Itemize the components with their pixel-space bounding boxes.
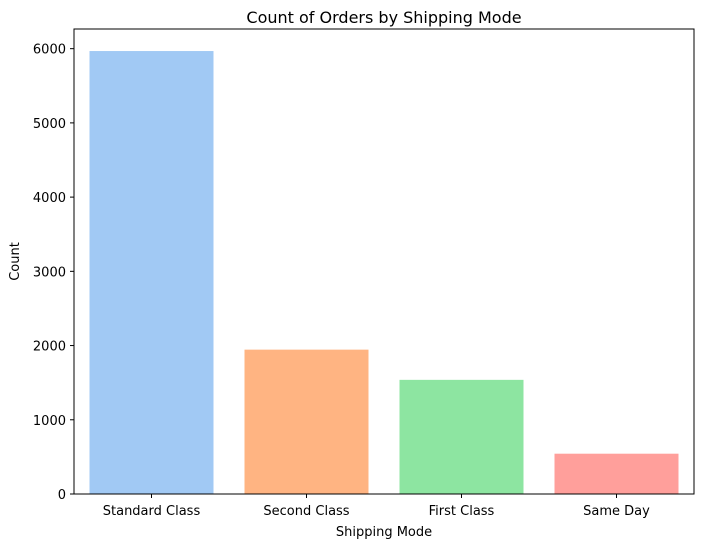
y-tick-label: 2000 — [33, 340, 66, 355]
chart-title: Count of Orders by Shipping Mode — [246, 8, 521, 27]
bar-first-class — [399, 379, 524, 494]
y-tick-label: 3000 — [33, 265, 66, 280]
bar-standard-class — [89, 51, 214, 494]
x-axis-label: Shipping Mode — [336, 525, 432, 540]
plot-frame — [73, 28, 695, 495]
y-tick-label: 4000 — [33, 191, 66, 206]
x-tick-label: Second Class — [263, 504, 349, 519]
y-tick-label: 1000 — [33, 414, 66, 429]
bar-same-day — [554, 453, 679, 494]
x-axis-ticks: Standard Class Second Class First Class Sam… — [103, 494, 650, 519]
y-tick-label: 6000 — [33, 43, 66, 58]
bar-second-class — [244, 349, 369, 494]
y-tick-label: 5000 — [33, 117, 66, 132]
x-tick-label: Standard Class — [103, 504, 201, 519]
y-tick-label: 0 — [58, 488, 66, 503]
y-axis-label: Count — [8, 242, 23, 281]
bars-layer — [89, 51, 679, 494]
y-axis-ticks: 0 1000 2000 3000 4000 5000 6000 — [33, 43, 74, 503]
x-tick-label: First Class — [429, 504, 495, 519]
x-tick-label: Same Day — [583, 504, 650, 519]
